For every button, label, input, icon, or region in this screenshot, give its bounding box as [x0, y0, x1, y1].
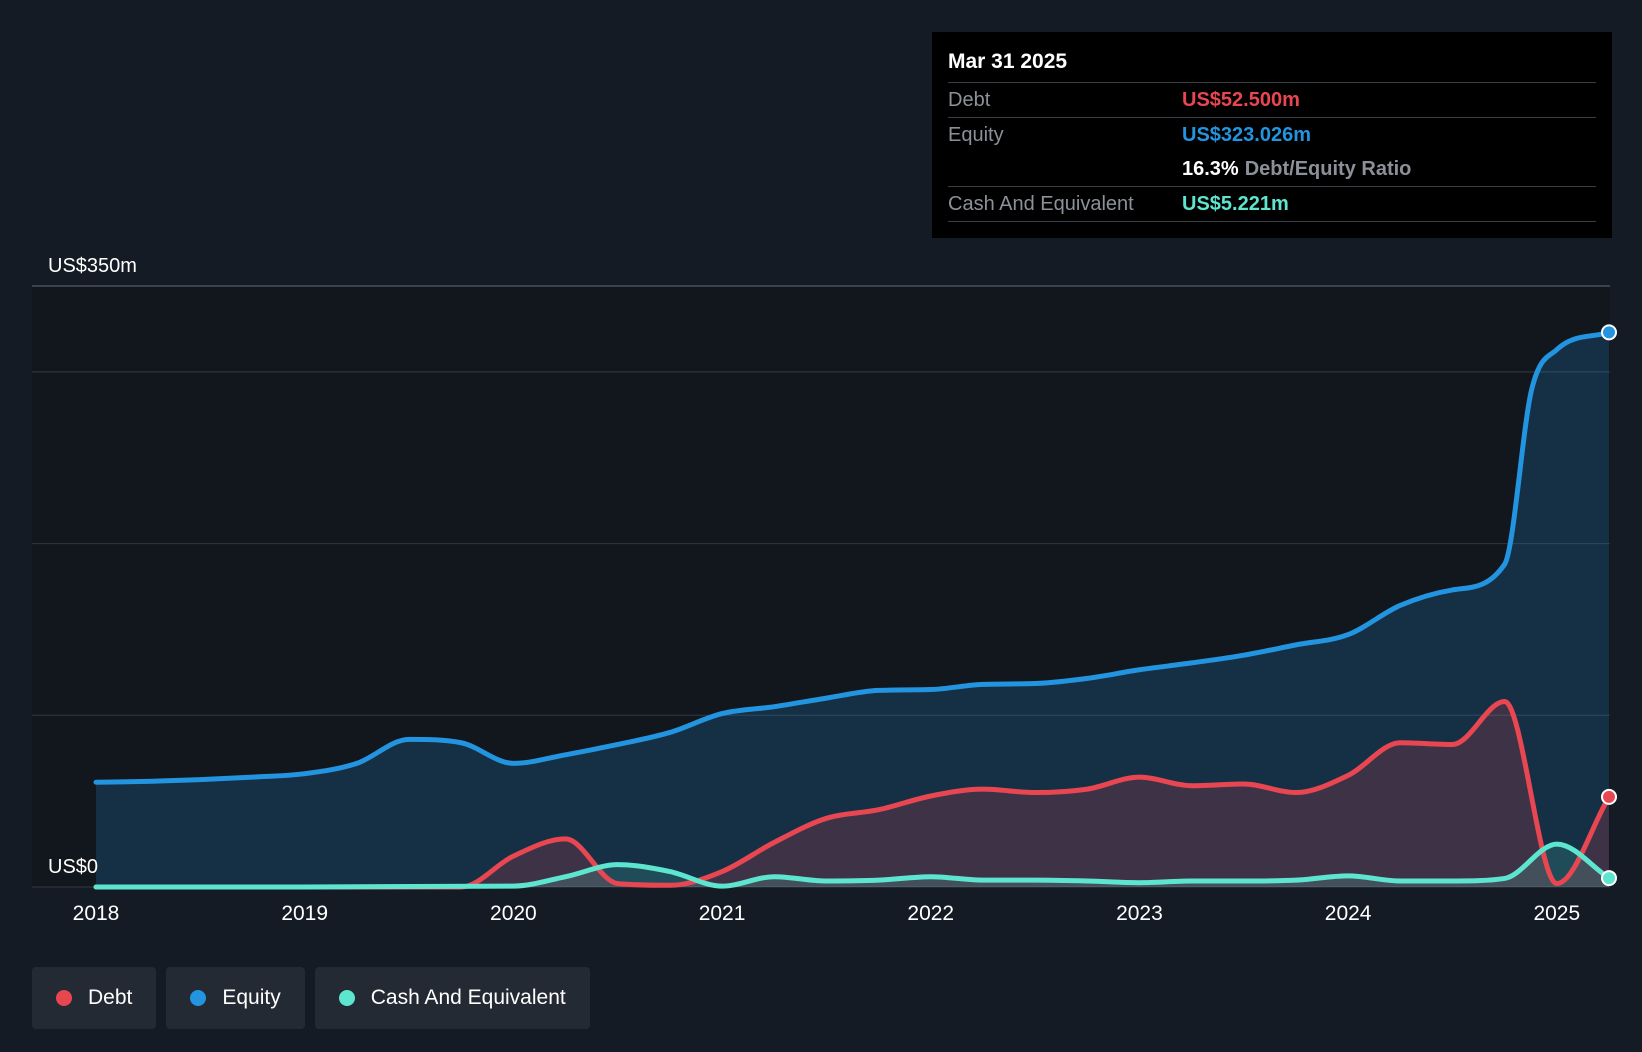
- tooltip-ratio-row: 16.3% Debt/Equity Ratio: [948, 152, 1596, 187]
- gridlines: [32, 285, 1610, 888]
- cash-end-marker: [1601, 870, 1617, 887]
- tooltip-cash-value: US$5.221m: [1182, 193, 1289, 215]
- tooltip-ratio-value: 16.3%: [1182, 158, 1239, 180]
- tooltip-debt-row: Debt US$52.500m: [948, 83, 1596, 118]
- equity-line: [93, 329, 1612, 785]
- legend-item-cash[interactable]: Cash And Equivalent: [314, 967, 590, 1029]
- tooltip-debt-value: US$52.500m: [1182, 89, 1300, 111]
- tooltip-debt-label: Debt: [948, 89, 991, 111]
- debt-dot-icon: [56, 990, 72, 1006]
- legend-item-debt[interactable]: Debt: [32, 967, 157, 1029]
- tooltip-cash-row: Cash And Equivalent US$5.221m: [948, 187, 1596, 222]
- axis-labels: US$350m US$0 2018 2019 2020 2021 2022 2023 2024 2…: [48, 255, 1580, 925]
- y-tick-label-0: US$0: [48, 856, 98, 878]
- tooltip-ratio-label: Debt/Equity Ratio: [1244, 158, 1412, 180]
- tooltip-equity-label: Equity: [948, 124, 1004, 146]
- x-tick-label-2024: 2024: [1325, 902, 1372, 925]
- plot-background: [32, 286, 1610, 887]
- legend-debt-label: Debt: [88, 986, 133, 1009]
- x-tick-label-2023: 2023: [1116, 902, 1163, 925]
- debt-end-marker: [1601, 788, 1617, 805]
- equity-dot-icon: [190, 990, 207, 1006]
- debt-line: [93, 699, 1612, 890]
- x-tick-label-2018: 2018: [73, 902, 120, 925]
- x-tick-label-2020: 2020: [490, 902, 537, 925]
- equity-end-marker: [1601, 324, 1617, 341]
- data-tooltip: Mar 31 2025 Debt US$52.500m Equity US$32…: [932, 32, 1612, 238]
- cash-dot-icon: [338, 990, 355, 1006]
- series-lines: [93, 329, 1612, 890]
- chart-legend: Debt Equity Cash And Equivalent: [32, 967, 590, 1029]
- y-tick-label-350: US$350m: [48, 255, 137, 277]
- legend-equity-label: Equity: [222, 986, 281, 1009]
- x-tick-label-2021: 2021: [699, 902, 746, 925]
- legend-item-equity[interactable]: Equity: [166, 967, 305, 1029]
- x-tick-label-2022: 2022: [907, 902, 954, 925]
- tooltip-equity-row: Equity US$323.026m: [948, 118, 1596, 152]
- debt-area: [96, 701, 1609, 887]
- cash-line: [93, 841, 1612, 890]
- end-markers: [1601, 324, 1617, 887]
- x-tick-label-2025: 2025: [1533, 902, 1580, 925]
- x-tick-label-2019: 2019: [281, 902, 328, 925]
- legend-cash-label: Cash And Equivalent: [370, 986, 566, 1009]
- tooltip-date: Mar 31 2025: [948, 46, 1596, 83]
- tooltip-cash-label: Cash And Equivalent: [948, 193, 1134, 215]
- tooltip-equity-value: US$323.026m: [1182, 124, 1311, 146]
